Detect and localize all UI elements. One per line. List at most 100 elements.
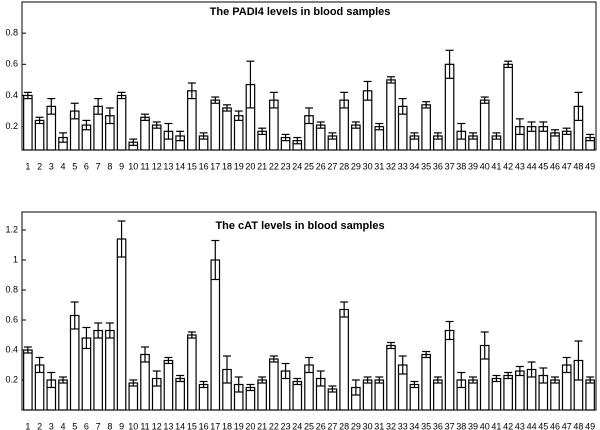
error-bar <box>269 91 278 109</box>
x-tick-label: 16 <box>199 161 209 171</box>
error-bar <box>410 132 419 140</box>
error-bar <box>586 376 595 384</box>
bar <box>34 119 45 151</box>
error-bar <box>258 376 267 384</box>
error-bar <box>234 376 243 393</box>
bar <box>198 383 209 411</box>
bar <box>550 379 560 411</box>
error-bar <box>176 374 185 383</box>
bar <box>351 124 361 151</box>
error-bar <box>457 371 466 389</box>
bar <box>421 353 431 411</box>
x-tick-label: 49 <box>585 161 595 171</box>
error-bar <box>105 107 114 125</box>
error-bar <box>469 376 477 384</box>
error-bar <box>187 82 196 100</box>
error-bar <box>480 96 489 104</box>
error-bar <box>351 379 360 396</box>
error-bar <box>269 355 278 363</box>
bar <box>421 104 431 151</box>
x-tick-label: 1 <box>25 161 30 171</box>
x-tick-label: 33 <box>398 161 408 171</box>
error-bar <box>117 91 126 100</box>
x-tick-label: 29 <box>351 161 361 171</box>
x-tick-label: 28 <box>339 161 349 171</box>
error-bar <box>340 91 349 109</box>
bar <box>257 379 267 411</box>
error-bar <box>562 356 571 374</box>
x-tick-label: 38 <box>456 161 466 171</box>
error-bar <box>293 377 302 386</box>
bar <box>362 379 373 411</box>
x-tick-label: 41 <box>491 421 501 430</box>
x-tick-label: 7 <box>96 161 101 171</box>
error-bar <box>375 122 384 131</box>
error-bar <box>23 346 32 354</box>
y-tick-label: 0.6 <box>5 314 18 324</box>
x-tick-label: 48 <box>573 421 583 430</box>
error-bar <box>539 121 548 132</box>
x-tick-label: 34 <box>409 161 419 171</box>
x-tick-label: 46 <box>550 161 560 171</box>
x-tick-label: 46 <box>550 421 560 430</box>
x-tick-label: 4 <box>60 161 65 171</box>
x-tick-label: 19 <box>234 161 244 171</box>
x-tick-label: 14 <box>175 421 185 430</box>
x-tick-label: 10 <box>128 421 138 430</box>
x-tick-label: 23 <box>281 421 291 430</box>
x-tick-label: 47 <box>562 161 572 171</box>
x-tick-label: 11 <box>140 421 149 430</box>
error-bar <box>480 331 489 360</box>
y-tick-label: 1.2 <box>5 224 18 234</box>
bar <box>468 379 478 411</box>
bar <box>128 382 139 411</box>
error-bar <box>562 127 571 136</box>
error-bar <box>164 356 173 365</box>
x-tick-label: 24 <box>292 421 302 430</box>
bar <box>503 374 513 411</box>
x-tick-label: 27 <box>327 421 337 430</box>
x-tick-label: 25 <box>304 161 314 171</box>
error-bar <box>398 97 407 115</box>
y-tick-label: 1 <box>13 254 18 264</box>
error-bar <box>527 121 536 132</box>
x-tick-label: 3 <box>49 421 54 430</box>
error-bar <box>586 133 595 142</box>
y-tick-label: 0.4 <box>5 344 18 354</box>
error-bar <box>539 367 548 384</box>
y-tick-label: 0.6 <box>5 59 18 69</box>
x-tick-label: 9 <box>119 161 124 171</box>
x-tick-label: 1 <box>25 421 30 430</box>
error-bar <box>422 101 431 109</box>
x-tick-label: 10 <box>128 161 138 171</box>
x-tick-label: 21 <box>257 161 267 171</box>
x-tick-label: 12 <box>152 421 162 430</box>
error-bar <box>117 220 126 258</box>
x-tick-label: 19 <box>234 421 244 430</box>
x-tick-label: 6 <box>84 421 89 430</box>
error-bar <box>305 356 313 374</box>
bar <box>433 379 443 411</box>
bar <box>23 349 33 411</box>
error-bar <box>433 376 442 384</box>
bar <box>515 370 525 411</box>
error-bar <box>492 132 501 140</box>
error-bar <box>187 331 196 339</box>
error-bar <box>70 301 79 330</box>
x-tick-label: 13 <box>163 161 173 171</box>
error-bar <box>328 385 337 393</box>
error-bar <box>387 341 395 350</box>
x-tick-label: 18 <box>222 161 232 171</box>
error-bar <box>387 76 395 84</box>
bar <box>479 99 490 151</box>
x-tick-label: 39 <box>468 161 478 171</box>
error-bar <box>199 380 208 389</box>
x-tick-label: 8 <box>107 421 112 430</box>
x-tick-label: 5 <box>72 161 77 171</box>
error-bar <box>82 119 91 131</box>
error-bar <box>469 132 477 140</box>
x-tick-label: 27 <box>327 161 337 171</box>
x-tick-label: 17 <box>210 161 220 171</box>
x-tick-label: 43 <box>515 161 525 171</box>
x-tick-label: 30 <box>363 421 373 430</box>
